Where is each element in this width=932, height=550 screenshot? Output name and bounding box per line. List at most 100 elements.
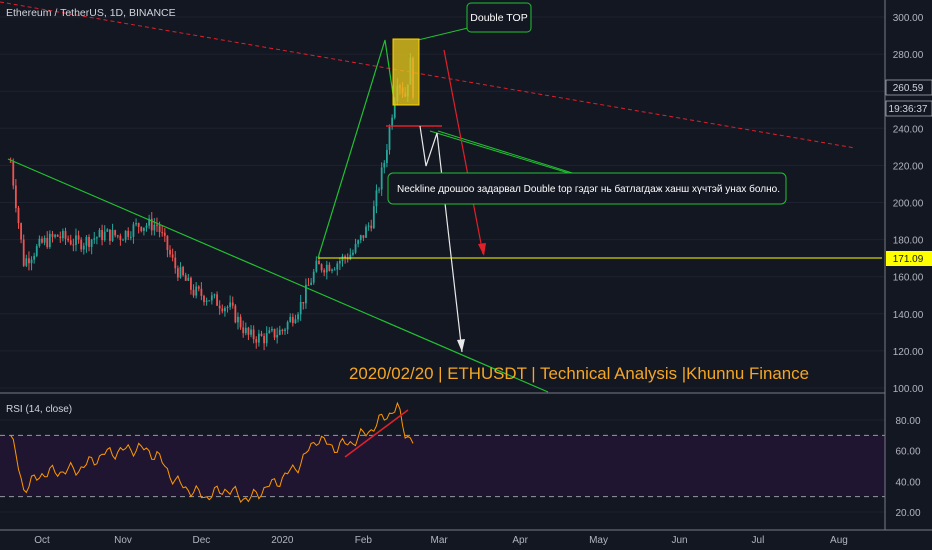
rsi-label: RSI (14, close) xyxy=(6,404,72,415)
candle-body xyxy=(59,236,62,239)
candle-body xyxy=(176,268,179,278)
candle-body xyxy=(250,329,252,335)
candle-body xyxy=(323,270,326,273)
candle-body xyxy=(299,301,302,315)
candle-body xyxy=(216,294,218,306)
watermark-title: 2020/02/20 | ETHUSDT | Technical Analysi… xyxy=(349,365,809,383)
candle-body xyxy=(124,230,127,240)
candle-body xyxy=(263,335,265,344)
candle-body xyxy=(284,329,286,332)
candle-body xyxy=(90,239,93,247)
candle-body xyxy=(383,162,386,168)
candle-body xyxy=(103,231,106,241)
candle-body xyxy=(305,284,307,304)
candle-body xyxy=(289,316,292,323)
candle-body xyxy=(331,269,333,271)
time-tick-label: Nov xyxy=(114,535,132,546)
candle-body xyxy=(365,226,367,238)
candle-body xyxy=(30,259,33,264)
candle-body xyxy=(48,233,51,248)
candle-body xyxy=(75,235,77,245)
double-top-label-box[interactable] xyxy=(466,2,532,33)
candle-body xyxy=(352,252,354,255)
candle-body xyxy=(229,302,232,308)
candle-body xyxy=(276,334,279,338)
time-tick-label: Aug xyxy=(830,535,848,546)
candle-body xyxy=(150,218,153,231)
candle-body xyxy=(213,294,216,296)
last-price-tag-text: 260.59 xyxy=(893,83,924,94)
candle-body xyxy=(252,329,255,340)
candle-body xyxy=(64,230,67,239)
countdown-tag-text: 19:36:37 xyxy=(889,104,928,115)
candle-body xyxy=(203,295,205,302)
candle-body xyxy=(33,255,36,260)
candle-body xyxy=(80,239,83,250)
candle-body xyxy=(9,161,12,163)
candle-body xyxy=(200,288,203,296)
candle-body xyxy=(88,237,90,247)
candle-body xyxy=(210,295,213,301)
candle-body xyxy=(333,269,336,271)
candle-body xyxy=(375,190,378,207)
price-tick-label: 240.00 xyxy=(893,124,924,135)
candle-body xyxy=(386,149,388,163)
candle-body xyxy=(315,260,318,272)
candle-body xyxy=(95,237,98,239)
candle-body xyxy=(114,230,117,236)
price-tick-label: 140.00 xyxy=(893,310,924,321)
candle-body xyxy=(325,264,328,273)
projection-arrow-white xyxy=(419,125,463,353)
candle-body xyxy=(372,206,375,229)
rsi-trend-line xyxy=(344,409,409,458)
candle-body xyxy=(38,238,41,247)
candle-body xyxy=(184,275,187,281)
candle-body xyxy=(208,300,211,302)
candle-body xyxy=(51,233,54,237)
price-tick-label: 120.00 xyxy=(893,347,924,358)
candle-body xyxy=(359,235,362,241)
candle-body xyxy=(46,238,49,248)
candle-body xyxy=(294,319,297,324)
projection-arrow-white-head xyxy=(457,339,465,352)
candle-body xyxy=(320,264,323,271)
candle-body xyxy=(310,282,313,285)
time-axis[interactable]: Oct Nov Dec 2020 Feb Mar Apr May Jun Jul Aug xyxy=(34,535,848,546)
candle-body xyxy=(362,235,365,238)
rsi-axis[interactable]: 20.00 40.00 60.00 80.00 xyxy=(895,416,920,519)
time-tick-label: Jun xyxy=(671,535,687,546)
candle-body xyxy=(286,322,289,330)
projection-arrow-red xyxy=(443,49,484,255)
candle-body xyxy=(341,256,344,262)
time-tick-label: Oct xyxy=(34,535,50,546)
candle-body xyxy=(135,223,137,225)
candle-body xyxy=(17,208,20,224)
candle-body xyxy=(161,232,164,234)
candle-body xyxy=(43,238,46,243)
candle-body xyxy=(247,327,250,335)
candle-body xyxy=(20,223,22,240)
price-tick-label: 300.00 xyxy=(893,13,924,24)
support-price-tag-text: 171.09 xyxy=(893,254,924,265)
time-tick-label: May xyxy=(589,535,608,546)
candle-body xyxy=(69,240,72,245)
candle-body xyxy=(187,277,190,281)
candle-body xyxy=(62,230,64,239)
candle-body xyxy=(268,330,271,334)
candle-body xyxy=(41,238,43,243)
candle-body xyxy=(22,239,25,266)
rsi-tick-label: 80.00 xyxy=(895,416,920,427)
candle-body xyxy=(28,258,30,264)
candle-body xyxy=(273,328,276,338)
candle-body xyxy=(281,329,284,332)
candle-body xyxy=(231,302,234,306)
candle-body xyxy=(344,256,346,258)
candle-body xyxy=(82,245,85,250)
candle-body xyxy=(25,258,28,266)
downtrend-line xyxy=(7,158,549,393)
symbol-title[interactable]: Ethereum / TetherUS, 1D, BINANCE xyxy=(6,7,176,19)
neckline-note-box[interactable] xyxy=(387,172,787,205)
resistance-line xyxy=(0,1,856,149)
candle-body xyxy=(85,237,88,246)
